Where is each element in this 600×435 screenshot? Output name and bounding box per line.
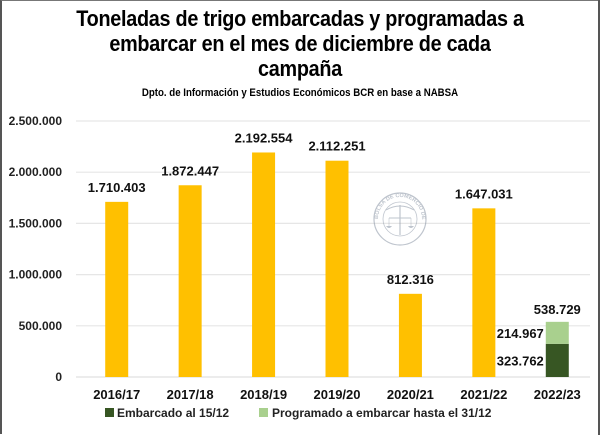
watermark-text: BOLSA DE COMERCIO DE ROSARIO <box>0 0 426 220</box>
y-tick-label: 500.000 <box>19 319 63 333</box>
data-label-programado: 214.967 <box>497 326 544 341</box>
bar-2020-21 <box>398 293 422 377</box>
data-label: 1.647.031 <box>455 186 513 201</box>
bars <box>105 152 569 377</box>
y-tick-label: 1.500.000 <box>9 216 63 230</box>
data-label-embarcado: 323.762 <box>497 353 544 368</box>
legend-swatch-programado <box>259 408 268 417</box>
bcr-seal-watermark: BOLSA DE COMERCIO DE ROSARIO <box>0 0 427 246</box>
x-tick-label: 2018/19 <box>240 387 287 402</box>
x-tick-label: 2022/23 <box>534 387 581 402</box>
legend-label-programado: Programado a embarcar hasta el 31/12 <box>272 406 492 420</box>
y-tick-label: 2.500.000 <box>9 114 63 128</box>
data-label-total: 538.729 <box>534 302 581 317</box>
data-label: 2.112.251 <box>308 139 365 154</box>
data-label: 2.192.554 <box>235 130 294 145</box>
chart-title: Toneladas de trigo embarcadas y programa… <box>48 6 552 81</box>
bar-2017-18 <box>178 185 202 377</box>
bar-2022-23-programado <box>545 321 569 344</box>
x-tick-label: 2016/17 <box>93 387 140 402</box>
x-tick-label: 2021/22 <box>460 387 507 402</box>
legend-label-embarcado: Embarcado al 15/12 <box>117 406 229 420</box>
data-label: 1.872.447 <box>161 163 219 178</box>
chart-title-line-1: Toneladas de trigo embarcadas y programa… <box>76 6 524 31</box>
data-label: 812.316 <box>387 272 434 287</box>
legend-swatch-embarcado <box>105 408 114 417</box>
frame-right-border <box>598 0 600 435</box>
svg-text:BOLSA DE COMERCIO DE ROSARIO: BOLSA DE COMERCIO DE ROSARIO <box>0 0 426 220</box>
bar-2019-20 <box>325 160 349 377</box>
chart-title-line-3: campaña <box>258 56 342 81</box>
bar-2021-22 <box>472 208 496 377</box>
data-label: 1.710.403 <box>88 180 146 195</box>
bar-2022-23-embarcado <box>545 343 569 377</box>
y-axis: 0 500.000 1.000.000 1.500.000 2.000.000 2.500… <box>9 114 63 384</box>
y-tick-label: 1.000.000 <box>9 268 63 282</box>
data-labels: 1.710.403 1.872.447 2.192.554 2.112.251 812.… <box>88 130 581 368</box>
y-tick-label: 0 <box>55 370 62 384</box>
chart-title-line-2: embarcar en el mes de diciembre de cada <box>109 31 491 56</box>
bar-2018-19 <box>252 152 276 377</box>
x-tick-label: 2019/20 <box>314 387 361 402</box>
chart-subtitle: Dpto. de Información y Estudios Económic… <box>141 87 459 99</box>
x-tick-label: 2020/21 <box>387 387 434 402</box>
x-axis: 2016/17 2017/18 2018/19 2019/20 2020/21 2021/… <box>93 387 581 402</box>
bar-2016-17 <box>105 201 129 377</box>
legend: Embarcado al 15/12 Programado a embarcar … <box>105 406 492 420</box>
y-tick-label: 2.000.000 <box>9 165 63 179</box>
x-tick-label: 2017/18 <box>167 387 214 402</box>
